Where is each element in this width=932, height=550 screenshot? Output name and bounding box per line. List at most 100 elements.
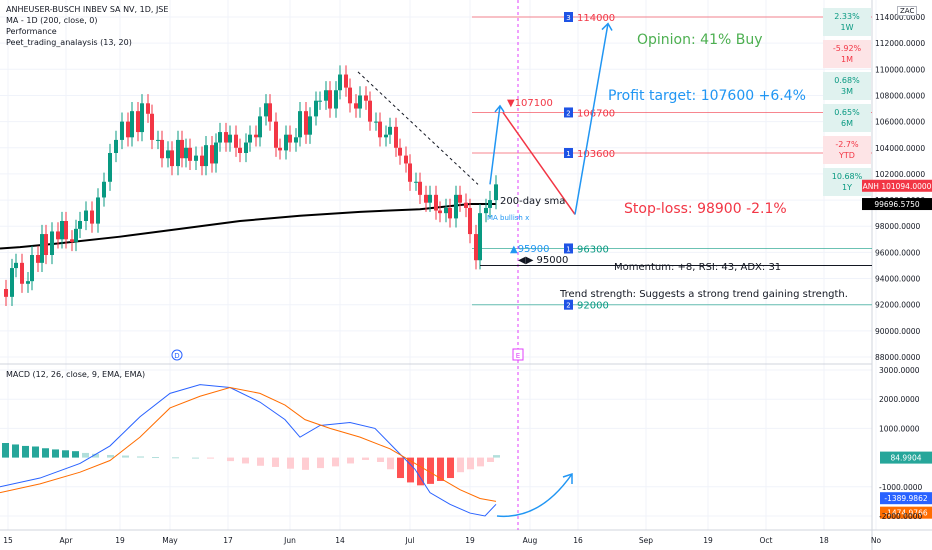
- price-tick-label: 98000.0000: [875, 222, 921, 231]
- time-tick-label: 15: [3, 536, 13, 545]
- currency-badge[interactable]: ZAC: [897, 6, 918, 16]
- candle-body: [274, 121, 278, 148]
- macd-histogram-bar: [487, 457, 494, 462]
- macd-tick-label: -2000.0000: [879, 512, 922, 521]
- dividend-marker: [171, 349, 183, 361]
- price-tick-label: 102000.0000: [875, 170, 925, 179]
- candle-body: [4, 289, 8, 297]
- candle-body: [304, 111, 308, 135]
- macd-title[interactable]: MACD (12, 26, close, 9, EMA, EMA): [6, 370, 146, 379]
- candle-body: [338, 74, 342, 91]
- forecast-arrowhead: [494, 104, 505, 113]
- macd-value-label-bg: [880, 451, 932, 464]
- time-tick-label: 18: [819, 536, 829, 545]
- performance-period: YTD: [838, 151, 855, 160]
- performance-cell: [823, 104, 871, 132]
- price-tick-label: 114000.0000: [875, 13, 925, 22]
- low-marker: ▲95900: [510, 244, 550, 255]
- candle-body: [458, 194, 462, 203]
- price-tick-label: 112000.0000: [875, 39, 925, 48]
- labels: Opinion: 41% Buy Profit target: 107600 +6…: [171, 8, 932, 361]
- macd-forecast-arrowhead: [562, 472, 573, 484]
- performance-period: 1Y: [842, 183, 852, 192]
- time-tick-label: Sep: [639, 536, 653, 545]
- candle-body: [210, 145, 214, 164]
- price-tick-label: 106000.0000: [875, 118, 925, 127]
- symbol-title[interactable]: ANHEUSER-BUSCH INBEV SA NV, 1D, JSE: [6, 5, 169, 14]
- candle-body: [268, 103, 272, 122]
- candle-body: [428, 194, 432, 203]
- macd-tick-label: 1000.0000: [879, 424, 920, 433]
- level-lines: 3 114000 2 106700 1 103600 1 96300 2 92000: [472, 12, 872, 312]
- time-tick-label: Jul: [404, 536, 414, 545]
- candle-body: [228, 134, 232, 143]
- candle-body: [464, 202, 468, 208]
- macd-forecast-arc: [496, 473, 573, 518]
- time-tick-label: 19: [115, 536, 125, 545]
- candle-body: [90, 210, 94, 224]
- candle-body: [294, 137, 298, 143]
- macd-histogram-bar: [257, 457, 264, 466]
- level-marker-number: 1: [566, 150, 570, 158]
- level-marker-number: 1: [566, 245, 570, 253]
- signal-line: [0, 387, 497, 502]
- pivot-marker: ◀▶ 95000: [518, 255, 568, 266]
- high-marker: ▼107100: [507, 98, 553, 109]
- level-marker-number: 3: [566, 14, 570, 22]
- candle-body: [314, 100, 318, 117]
- candle-body: [160, 139, 164, 159]
- level-marker-number: 2: [566, 109, 570, 117]
- macd-histogram-bar: [317, 457, 324, 469]
- candle-body: [218, 132, 222, 143]
- macd-histogram-bar: [287, 457, 294, 469]
- price-tick-label: 96000.0000: [875, 248, 921, 257]
- macd-line: [0, 384, 497, 517]
- macd-histogram-bar: [32, 446, 39, 458]
- candle-body: [20, 262, 24, 284]
- performance-value: 0.65%: [834, 108, 860, 117]
- indicator-performance[interactable]: Performance: [6, 27, 57, 36]
- time-tick-label: Oct: [760, 536, 773, 545]
- candle-body: [180, 139, 184, 159]
- candle-body: [358, 95, 362, 109]
- performance-cell: [823, 136, 871, 164]
- time-tick-label: Aug: [523, 536, 538, 545]
- candle-body: [454, 194, 458, 219]
- candle-body: [44, 234, 48, 255]
- macd-histogram-bar: [122, 455, 129, 458]
- price-axis-label: 99696.5750: [874, 200, 920, 209]
- candle-body: [50, 231, 54, 255]
- candle-body: [26, 281, 30, 284]
- candle-body: [384, 134, 388, 138]
- price-tick-label: 90000.0000: [875, 327, 921, 336]
- level-marker-box: [564, 107, 573, 118]
- candle-body: [408, 163, 412, 182]
- macd-histogram-bar: [12, 444, 19, 458]
- time-tick-label: 17: [223, 536, 233, 545]
- candle-body: [484, 207, 488, 214]
- performance-period: 1W: [841, 23, 854, 32]
- indicator-peet[interactable]: Peet_trading_analaysis (13, 20): [6, 38, 132, 47]
- bullish-label: MA bullish x: [487, 214, 529, 222]
- candle-body: [448, 207, 452, 219]
- macd-value-label-bg: [880, 492, 932, 505]
- candle-body: [254, 134, 258, 138]
- candles: [4, 65, 498, 306]
- candle-body: [434, 194, 438, 211]
- macd-value-label-bg: [880, 506, 932, 519]
- macd-histogram-bar: [272, 457, 279, 467]
- opinion-text: Opinion: 41% Buy: [637, 32, 763, 48]
- price-tick-label: 104000.0000: [875, 144, 925, 153]
- candle-body: [204, 145, 208, 167]
- candle-body: [418, 181, 422, 195]
- axes: 88000.0000 90000.0000 92000.0000 94000.0000…: [3, 13, 925, 545]
- level-value: 114000: [577, 13, 615, 24]
- level-value: 106700: [577, 108, 615, 119]
- level-value: 96300: [577, 244, 609, 255]
- candle-body: [166, 150, 170, 159]
- indicator-ma[interactable]: MA - 1D (200, close, 0): [6, 16, 98, 25]
- candle-body: [156, 139, 160, 141]
- candle-body: [70, 239, 74, 242]
- macd-histogram-bar: [467, 457, 474, 470]
